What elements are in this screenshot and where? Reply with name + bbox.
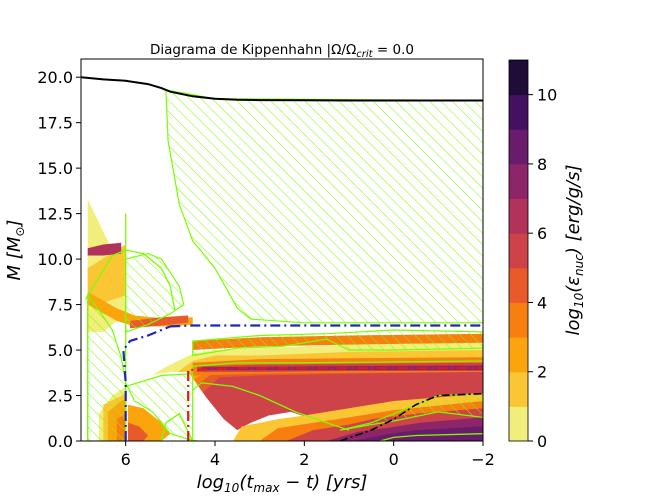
colorbar-level-9 — [509, 94, 528, 130]
outer-shell-convective-zone — [125, 252, 185, 333]
x-tick-label: 0 — [389, 450, 399, 469]
burning-core-level-8 — [353, 426, 483, 441]
boundary-lines — [122, 324, 483, 441]
x-tick-label: 2 — [299, 450, 309, 469]
convective-outline-4 — [192, 382, 350, 431]
convective-outline-6 — [380, 433, 483, 441]
convective-outline-5 — [160, 412, 194, 441]
colorbar-level-2 — [509, 337, 528, 373]
colorbar-tick-label: 4 — [537, 293, 547, 312]
colorbar-level-5 — [509, 233, 528, 269]
he-core-boundary-line-early — [122, 325, 171, 441]
plot-frame — [80, 58, 484, 442]
colorbar-level-6 — [509, 198, 528, 234]
x-tick-label: −2 — [471, 450, 495, 469]
intermediate-convective-zone — [192, 329, 483, 357]
colorbar — [509, 60, 528, 442]
inner-core-boundary-line — [339, 392, 483, 441]
convective-outline-0 — [84, 249, 176, 311]
colorbar-level-0 — [509, 406, 528, 442]
colorbar-tick-label: 6 — [537, 224, 547, 243]
co-core-boundary-line — [187, 367, 483, 441]
y-tick-label: 0.0 — [48, 432, 73, 451]
colorbar-ticks: 0 2 4 6 8 10 — [528, 86, 557, 451]
y-tick-label: 20.0 — [37, 68, 73, 87]
colorbar-level-10 — [509, 60, 528, 96]
colorbar-tick-label: 10 — [537, 86, 557, 105]
y-tick-label: 2.5 — [48, 387, 73, 406]
convective-zones — [84, 89, 483, 441]
x-tick-label: 4 — [210, 450, 220, 469]
y-tick-label: 5.0 — [48, 341, 73, 360]
colorbar-tick-label: 2 — [537, 363, 547, 382]
y-tick-label: 17.5 — [37, 114, 73, 133]
x-axis-ticks: 6 4 2 0 −2 — [121, 441, 495, 469]
colorbar-level-3 — [509, 302, 528, 338]
colorbar-level-8 — [509, 129, 528, 165]
colorbar-tick-label: 0 — [537, 432, 547, 451]
convective-outline-3 — [192, 360, 483, 372]
early-burning-ridge — [87, 242, 122, 256]
x-axis-label: log10(tmax − t) [yrs] — [197, 472, 368, 495]
early-burning-patch-2 — [87, 244, 126, 303]
total-mass-line — [81, 76, 483, 102]
y-tick-label: 12.5 — [37, 205, 73, 224]
y-axis-label: M [M⊙] — [4, 220, 27, 281]
y-tick-label: 15.0 — [37, 159, 73, 178]
early-burning-stripe — [87, 291, 193, 327]
he-core-boundary-line — [170, 324, 483, 328]
y-axis-ticks: 0.0 2.5 5.0 7.5 10.0 12.5 15.0 17.5 20.0 — [37, 68, 81, 451]
colorbar-level-4 — [509, 267, 528, 303]
colorbar-frame — [508, 59, 529, 442]
envelope-convective-zone — [165, 89, 483, 324]
plot-area — [81, 76, 483, 441]
chart-title: Diagrama de Kippenhahn |Ω/Ωcrit = 0.0 — [150, 42, 414, 60]
colorbar-level-1 — [509, 371, 528, 407]
colorbar-tick-label: 8 — [537, 155, 547, 174]
burning-core-level-4 — [127, 422, 148, 441]
y-tick-label: 7.5 — [48, 296, 73, 315]
colorbar-label: log10(εnuc) [erg/g/s] — [563, 165, 586, 336]
y-tick-label: 10.0 — [37, 250, 73, 269]
colorbar-level-7 — [509, 163, 528, 200]
x-tick-label: 6 — [121, 450, 131, 469]
